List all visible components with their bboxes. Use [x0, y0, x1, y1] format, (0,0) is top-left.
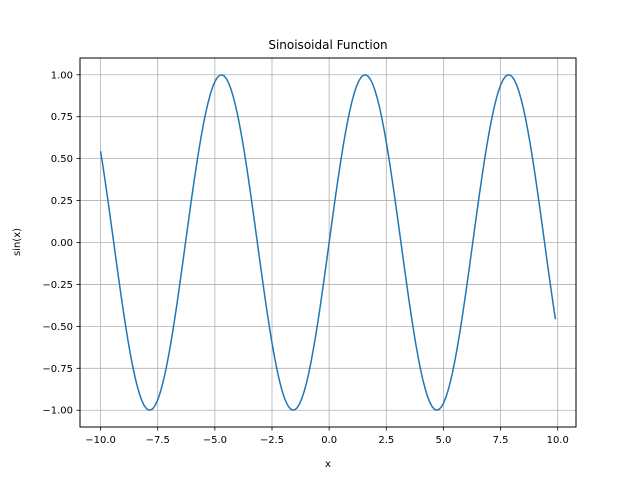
- x-tick-label: 2.5: [378, 435, 394, 446]
- x-tick-label: −5.0: [203, 435, 227, 446]
- y-axis: −1.00 −0.75 −0.50 −0.25 0.00 0.25 0.50 0.75 1.00: [42, 70, 80, 417]
- chart-title: Sinoisoidal Function: [268, 38, 387, 52]
- y-axis-label: sin(x): [12, 228, 23, 256]
- y-tick-label: −1.00: [42, 406, 73, 417]
- y-tick-label: 0.50: [51, 154, 73, 165]
- x-axis: −10.0 −7.5 −5.0 −2.5 0.0 2.5 5.0 7.5 10.0: [85, 427, 569, 446]
- y-tick-label: 0.00: [51, 238, 73, 249]
- x-tick-label: −2.5: [260, 435, 284, 446]
- y-tick-label: 0.25: [51, 196, 73, 207]
- x-tick-label: −10.0: [85, 435, 116, 446]
- y-tick-label: −0.25: [42, 280, 73, 291]
- x-tick-label: 0.0: [321, 435, 337, 446]
- x-tick-label: −7.5: [146, 435, 170, 446]
- y-tick-label: 1.00: [51, 70, 73, 81]
- x-tick-label: 5.0: [435, 435, 451, 446]
- x-axis-label: x: [325, 459, 331, 470]
- y-tick-label: −0.75: [42, 364, 73, 375]
- series-layer: [99, 74, 557, 411]
- sine-series-line: [99, 74, 557, 411]
- y-tick-label: 0.75: [51, 112, 73, 123]
- x-tick-label: 7.5: [493, 435, 509, 446]
- grid: [80, 58, 576, 427]
- x-tick-label: 10.0: [547, 435, 569, 446]
- y-tick-label: −0.50: [42, 322, 73, 333]
